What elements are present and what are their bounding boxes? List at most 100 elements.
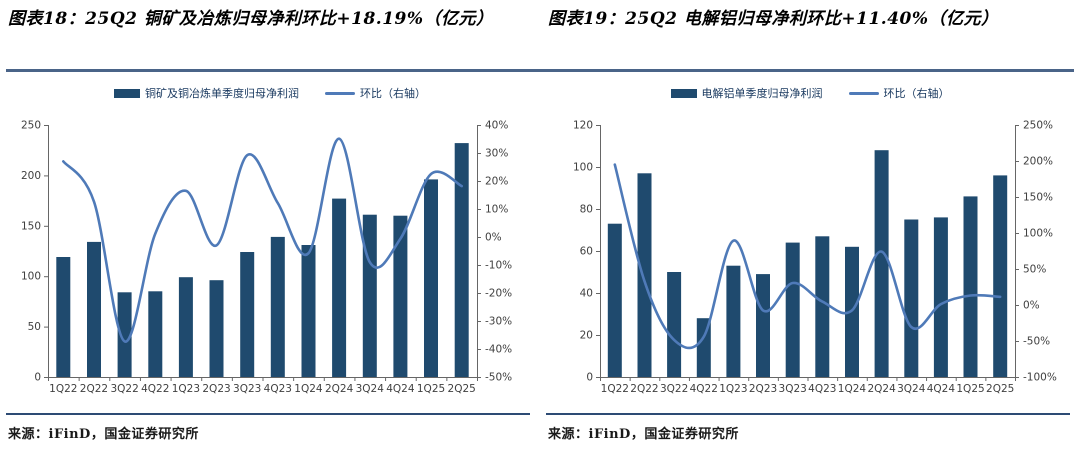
x-tick-label: 4Q22 — [690, 383, 718, 395]
bar — [607, 223, 622, 377]
x-tick-label: 2Q22 — [80, 383, 108, 395]
bar — [332, 198, 347, 377]
x-tick-label: 1Q24 — [838, 383, 867, 395]
y-right-tick-label: 0% — [485, 232, 502, 244]
figure-19: 图表19：25Q2 电解铝归母净利环比+11.40%（亿元） 电解铝单季度归母净… — [540, 0, 1080, 450]
figure-19-bottom-rule — [546, 413, 1070, 415]
y-left-tick-label: 20 — [580, 330, 593, 342]
x-tick-label: 2Q24 — [867, 383, 896, 395]
x-tick-label: 2Q22 — [630, 383, 658, 395]
bar — [785, 242, 800, 377]
y-right-tick-label: -50% — [485, 372, 512, 384]
line-series-swatch — [325, 91, 355, 95]
qoq-line — [613, 163, 1002, 350]
x-tick-label: 2Q23 — [202, 383, 230, 395]
axis-labels: 0 20 40 60 80 100 120 -100% -50% 0% 50% 100% 150% 200… — [573, 120, 1057, 396]
x-tick-label: 4Q24 — [927, 383, 956, 395]
y-left-tick-label: 200 — [21, 170, 41, 182]
bar — [637, 173, 652, 377]
y-right-tick-label: 30% — [485, 148, 508, 160]
y-left-tick-label: 150 — [21, 220, 41, 232]
bar — [178, 277, 193, 377]
bar-series-label: 电解铝单季度归母净利润 — [701, 87, 823, 100]
y-right-tick-label: -40% — [485, 344, 512, 356]
legend-item-bar: 电解铝单季度归母净利润 — [670, 85, 823, 101]
y-left-tick-label: 120 — [573, 120, 593, 132]
bar-series-swatch — [670, 88, 697, 98]
bar — [874, 150, 889, 377]
x-tick-label: 2Q25 — [986, 383, 1014, 395]
bar — [726, 265, 741, 377]
bar — [301, 245, 316, 377]
line-series-label: 环比（右轴） — [360, 87, 426, 100]
x-tick-label: 3Q22 — [110, 383, 138, 395]
y-right-tick-label: 150% — [1023, 192, 1053, 204]
bar — [362, 214, 377, 377]
y-right-tick-label: 20% — [485, 176, 508, 188]
x-tick-label: 1Q23 — [719, 383, 747, 395]
figure-19-legend: 电解铝单季度归母净利润 环比（右轴） — [540, 85, 1080, 101]
x-tick-label: 2Q23 — [749, 383, 777, 395]
x-tick-label: 3Q24 — [897, 383, 926, 395]
bar — [696, 318, 711, 377]
copper-profit-combo-chart: 0 50 100 150 200 250 -50% -40% -30% -20% -10% 0% 10%… — [21, 120, 512, 396]
line-series-swatch — [848, 91, 879, 95]
x-tick-label: 2Q24 — [325, 383, 354, 395]
figure-18-bottom-rule — [6, 413, 530, 415]
y-right-tick-label: -10% — [485, 260, 512, 272]
y-right-tick-label: -100% — [1023, 372, 1057, 384]
bar — [993, 175, 1008, 377]
bar — [393, 215, 408, 377]
y-right-tick-label: 200% — [1023, 156, 1053, 168]
figure-18: 图表18：25Q2 铜矿及冶炼归母净利环比+18.19%（亿元） 铜矿及铜冶炼单… — [0, 9, 540, 442]
x-tick-label: 1Q23 — [172, 383, 200, 395]
figure-18-legend: 铜矿及铜冶炼单季度归母净利润 环比（右轴） — [0, 85, 540, 101]
line-series-label: 环比（右轴） — [883, 87, 950, 100]
bar — [933, 217, 948, 377]
y-right-tick-label: 10% — [485, 204, 508, 216]
x-tick-label: 4Q23 — [264, 383, 292, 395]
bar — [209, 280, 224, 377]
bar — [148, 291, 163, 377]
y-left-tick-label: 0 — [34, 372, 41, 384]
x-tick-label: 1Q25 — [417, 383, 445, 395]
y-right-tick-label: 50% — [1023, 264, 1046, 276]
y-right-tick-label: 100% — [1023, 228, 1053, 240]
figure-19-source: 来源：iFinD，国金证券研究所 — [548, 427, 739, 442]
x-tick-label: 3Q22 — [660, 383, 688, 395]
bar — [117, 292, 132, 377]
bar — [815, 236, 830, 377]
y-right-tick-label: -30% — [485, 316, 512, 328]
y-right-tick-label: 0% — [1023, 300, 1040, 312]
x-tick-label: 4Q23 — [808, 383, 836, 395]
title-separator-rule — [6, 69, 1074, 72]
y-right-tick-label: 40% — [485, 120, 508, 132]
y-left-tick-label: 60 — [580, 246, 593, 258]
y-left-tick-label: 100 — [573, 162, 593, 174]
bar — [667, 272, 682, 377]
y-left-tick-label: 250 — [21, 120, 41, 132]
x-tick-label: 3Q23 — [233, 383, 261, 395]
bar-series — [607, 150, 1008, 377]
y-left-tick-label: 100 — [21, 271, 41, 283]
legend-item-bar: 铜矿及铜冶炼单季度归母净利润 — [114, 85, 299, 101]
x-tick-label: 3Q24 — [356, 383, 385, 395]
y-left-tick-label: 50 — [28, 321, 41, 333]
bar — [756, 274, 770, 377]
y-left-tick-label: 0 — [586, 372, 593, 384]
aluminum-profit-combo-chart: 0 20 40 60 80 100 120 -100% -50% 0% 50% 100% 150% 200… — [573, 120, 1057, 396]
bar — [87, 241, 101, 377]
bar — [904, 219, 919, 377]
legend-item-line: 环比（右轴） — [848, 85, 950, 101]
y-left-tick-label: 40 — [580, 288, 593, 300]
bar — [240, 252, 255, 377]
axes — [44, 125, 481, 381]
x-tick-label: 2Q25 — [448, 383, 476, 395]
y-right-tick-label: -50% — [1023, 336, 1050, 348]
x-tick-label: 4Q22 — [141, 383, 169, 395]
qoq-line — [62, 137, 463, 343]
x-tick-label: 4Q24 — [386, 383, 415, 395]
legend-item-line: 环比（右轴） — [325, 85, 426, 101]
bar — [454, 143, 469, 377]
